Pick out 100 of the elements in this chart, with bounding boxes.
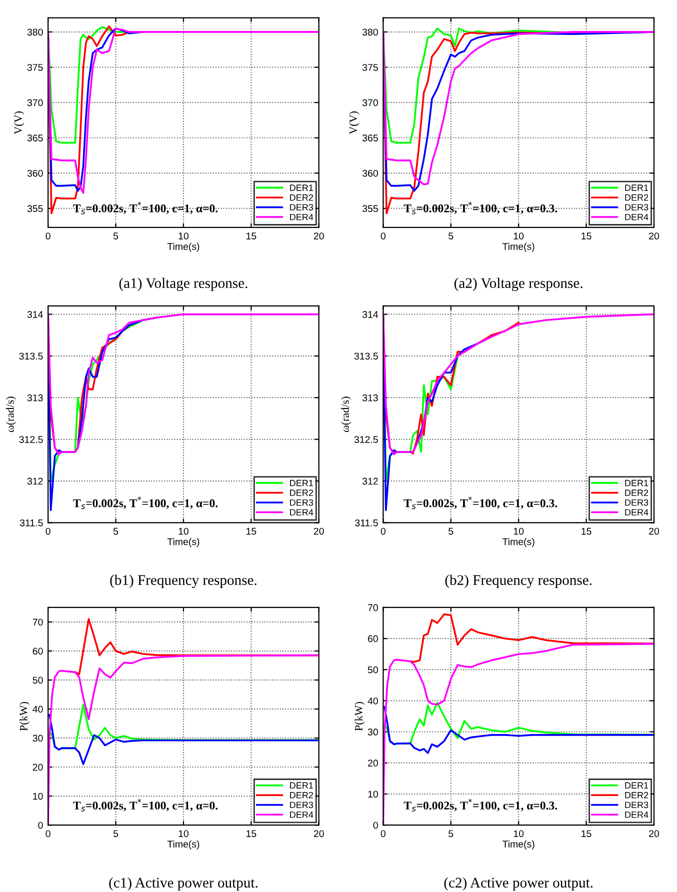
y-tick-label: 380 [27,28,43,36]
x-tick-label: 5 [448,830,454,838]
y-tick-label: 70 [368,604,378,612]
legend-label: DER4 [290,509,314,516]
text: (b1) Frequency response. [110,574,256,588]
y-tick-label: 314 [27,311,43,318]
y-tick-label: 313.5 [19,352,43,360]
legend-label: DER4 [625,214,648,220]
y-axis-title: P(kW) [354,702,365,731]
legend-label: DER4 [290,812,314,818]
legend-label: DER1 [625,480,648,486]
y-axis-title: ω(rad/s) [341,396,352,432]
legend-label: DER1 [290,184,314,191]
legend-label: DER2 [290,792,313,798]
x-tick-label: 5 [448,232,454,240]
annotation: T$_{s}$=0.002s, T$^{*}$=100, c=1, α=0.3. [404,496,558,510]
x-tick-label: 15 [582,232,592,240]
annotation: T$_{s}$=0.002s, T$^{*}$=100, c=1, α=0.3. [404,798,558,812]
x-tick-label: 20 [314,232,324,240]
x-tick-label: 5 [113,830,118,838]
x-axis-title: Time(s) [167,538,200,548]
y-tick-label: 355 [362,205,378,212]
text: (c1) Active power output. [109,877,258,891]
y-tick-label: 375 [27,64,43,71]
x-axis-title: Time(s) [502,840,534,850]
y-tick-label: 10 [368,790,378,798]
x-tick-label: 5 [113,528,118,535]
y-tick-label: 0 [38,822,43,829]
y-tick-label: 313 [362,394,378,402]
line-series [383,313,654,456]
x-tick-label: 5 [448,528,454,535]
x-tick-label: 10 [178,528,188,535]
y-tick-label: 360 [27,170,43,177]
annotation: T$_{s}$=0.002s, T$^{*}$=100, c=1, α=0. [73,202,218,214]
x-tick-label: 0 [46,830,50,838]
y-tick-label: 313 [27,394,43,402]
legend-label: DER2 [625,490,648,496]
line-series [48,714,319,766]
x-tick-label: 15 [582,528,592,535]
legend-label: DER1 [290,782,314,788]
x-tick-label: 0 [380,528,386,535]
y-tick-label: 60 [368,635,378,642]
legend-label: DER3 [290,802,314,808]
y-tick-label: 30 [368,728,378,736]
x-axis-title: Time(s) [502,538,534,548]
x-tick-label: 20 [649,232,660,240]
x-tick-label: 20 [649,528,660,535]
y-tick-label: 30 [32,734,43,742]
x-tick-label: 0 [380,830,386,838]
legend-label: DER3 [625,204,648,210]
y-tick-label: 360 [362,170,378,177]
y-tick-label: 365 [27,134,43,142]
x-tick-label: 20 [649,830,660,838]
text: (c2) Active power output. [444,877,593,891]
x-tick-label: 0 [46,528,50,535]
x-tick-label: 10 [514,830,524,838]
legend-label: DER1 [625,782,648,788]
legend-label: DER2 [625,194,648,201]
y-tick-label: 313.5 [354,352,378,360]
x-tick-label: 20 [314,830,324,838]
legend-label: DER4 [290,214,314,220]
line-series [48,313,319,456]
x-axis-title: Time(s) [167,242,200,252]
x-tick-label: 10 [514,528,524,535]
annotation: T$_{s}$=0.002s, T$^{*}$=100, c=1, α=0. [73,496,218,510]
legend-label: DER1 [625,184,648,191]
y-tick-label: 314 [362,311,378,318]
line-series [384,706,654,754]
y-axis-title: V(V) [14,111,24,134]
y-tick-label: 60 [32,648,43,655]
y-axis-title: P(kW) [20,702,30,731]
annotation: T$_{s}$=0.002s, T$^{*}$=100, c=1, α=0. [73,798,218,812]
y-tick-label: 311.5 [20,519,43,526]
x-tick-label: 0 [380,232,386,240]
y-axis-title: ω(rad/s) [6,396,16,432]
x-tick-label: 10 [514,232,524,240]
y-tick-label: 40 [368,697,378,704]
line-series [409,613,654,663]
y-tick-label: 312.5 [354,436,378,443]
legend-label: DER3 [290,204,314,210]
text: (a1) Voltage response. [119,278,248,292]
legend-label: DER3 [625,499,648,506]
y-tick-label: 311.5 [355,519,378,526]
y-tick-label: 375 [362,64,378,71]
line-series [384,702,654,746]
legend-label: DER3 [625,802,648,808]
line-series [48,28,319,194]
annotation: T$_{s}$=0.002s, T$^{*}$=100, c=1, α=0.3. [404,202,558,214]
y-tick-label: 312 [27,478,43,485]
y-tick-label: 50 [368,666,378,674]
y-tick-label: 40 [32,706,43,713]
x-tick-label: 20 [314,528,324,535]
y-tick-label: 370 [362,99,378,106]
x-axis-title: Time(s) [502,242,534,252]
legend-label: DER4 [625,509,648,516]
y-tick-label: 0 [373,822,378,829]
x-tick-label: 15 [582,830,592,838]
y-tick-label: 50 [32,676,43,684]
legend-label: DER3 [290,499,314,506]
legend-label: DER2 [290,194,313,201]
